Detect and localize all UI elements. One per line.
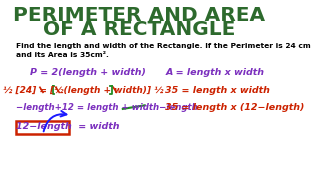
Text: Find the length and width of the Rectangle. If the Perimeter is 24 cm: Find the length and width of the Rectang…	[16, 43, 311, 49]
Text: and its Area is 35cm².: and its Area is 35cm².	[16, 52, 109, 58]
Text: 12−length  = width: 12−length = width	[16, 122, 119, 131]
Text: P = 2(length + width): P = 2(length + width)	[30, 68, 146, 76]
Text: PERIMETER AND AREA: PERIMETER AND AREA	[13, 6, 266, 25]
Text: A = length x width: A = length x width	[165, 68, 264, 76]
Text: 35 = length x (12−length): 35 = length x (12−length)	[165, 103, 305, 112]
Text: OF A RECTANGLE: OF A RECTANGLE	[44, 20, 236, 39]
Text: 35 = length x width: 35 = length x width	[165, 86, 270, 94]
Text: −length+12 = length + width−length: −length+12 = length + width−length	[16, 103, 198, 112]
Bar	[16, 121, 69, 134]
Text: ½ [24] = [½(length + width)] ½: ½ [24] = [½(length + width)] ½	[3, 86, 163, 94]
